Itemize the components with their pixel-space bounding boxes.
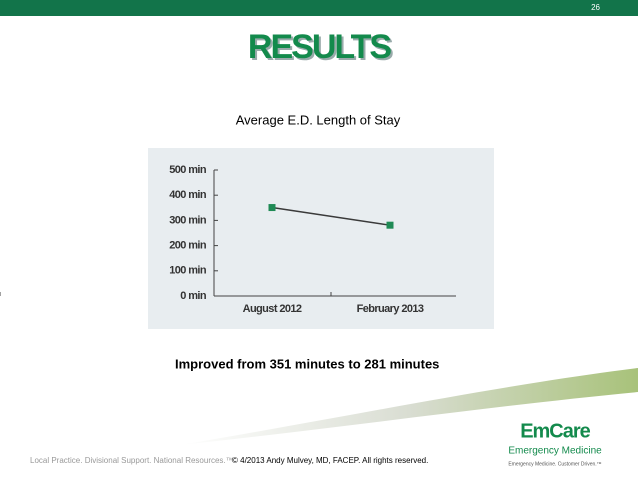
header-bar — [0, 0, 638, 16]
y-tick-label: 500 min — [169, 164, 207, 176]
y-tick-label: 400 min — [169, 189, 207, 201]
y-tick-label: 200 min — [169, 240, 207, 252]
chart: 0 min 100 min 200 min 300 min 400 min 500 min… — [0, 164, 456, 315]
chart-panel — [148, 148, 494, 329]
marker — [386, 221, 394, 229]
logo-tagline: Emergency Medicine. Customer Driven.™ — [508, 461, 601, 467]
logo-name: EmCare — [520, 420, 590, 442]
chart-title: Average E.D. Length of Stay — [236, 112, 401, 127]
line — [271, 206, 391, 226]
y-tick-label: 0 min — [180, 290, 207, 302]
y-tick-label: 300 min — [169, 214, 207, 226]
x-tick-label: February 2013 — [357, 303, 424, 315]
page-number: 26 — [591, 3, 600, 12]
y-tick-label: 100 min — [169, 265, 207, 277]
title: RESULTS — [248, 28, 391, 66]
title-shadow: RESULTS — [250, 30, 393, 68]
logo-subtitle: Emergency Medicine — [508, 446, 602, 457]
swoosh — [180, 368, 638, 445]
x-tick-label: August 2012 — [243, 303, 302, 315]
copyright: © 4/2013 Andy Mulvey, MD, FACEP. All rig… — [232, 456, 428, 465]
footer-tagline: Local Practice. Divisional Support. Nati… — [30, 456, 234, 465]
summary: Improved from 351 minutes to 281 minutes — [175, 356, 439, 371]
marker — [268, 204, 276, 212]
